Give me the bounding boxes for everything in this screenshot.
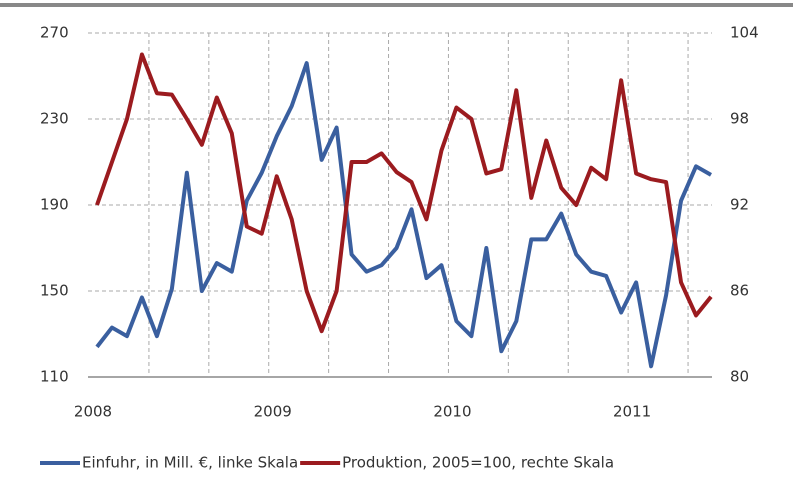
series-line (95, 52, 713, 334)
x-tick-label: 2010 (433, 403, 471, 421)
y-tick-label: 110 (40, 368, 69, 386)
y2-tick-label: 98 (730, 110, 749, 128)
y2-tick-label: 80 (730, 368, 749, 386)
legend-label: Einfuhr, in Mill. €, linke Skala (82, 454, 298, 472)
x-tick-label: 2011 (613, 403, 651, 421)
legend-label: Produktion, 2005=100, rechte Skala (342, 454, 614, 472)
legend: Einfuhr, in Mill. €, linke Skala Produkti… (40, 454, 614, 472)
y2-tick-label: 86 (730, 282, 749, 300)
top-rule (0, 3, 793, 7)
y-tick-label: 190 (40, 196, 69, 214)
x-tick-label: 2009 (254, 403, 292, 421)
y2-tick-label: 92 (730, 196, 749, 214)
y-tick-label: 230 (40, 110, 69, 128)
y-tick-label: 150 (40, 282, 69, 300)
series-line (95, 61, 712, 369)
y-tick-label: 270 (40, 24, 69, 42)
y2-tick-label: 104 (730, 24, 759, 42)
x-tick-label: 2008 (74, 403, 112, 421)
